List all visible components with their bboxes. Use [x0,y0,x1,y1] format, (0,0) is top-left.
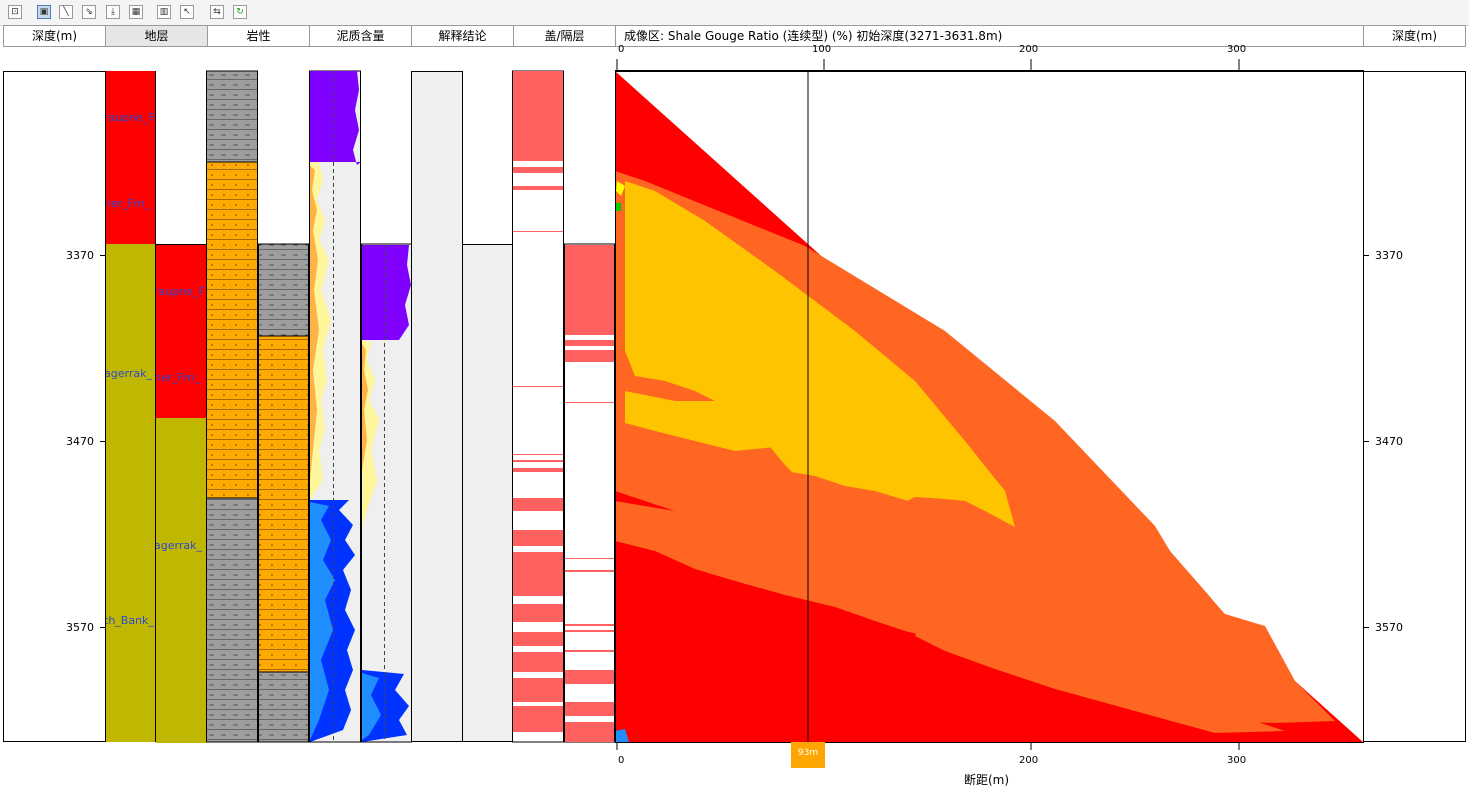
bottom-axis-label: 0 [618,755,625,766]
header-interpretation[interactable]: 解释结论 [411,25,514,47]
depth-tick [1363,255,1369,256]
header-lithology[interactable]: 岩性 [207,25,310,47]
refresh-icon[interactable]: ↻ [233,5,247,19]
depth-track-left [3,71,106,742]
draw-line-icon[interactable]: ╲ [59,5,73,19]
layout-icon[interactable]: ▣ [37,5,51,19]
header-cap-barrier[interactable]: 盖/隔层 [513,25,616,47]
swap-icon[interactable]: ⇆ [210,5,224,19]
pointer-tool-icon[interactable]: ↖ [180,5,194,19]
lithology-track [206,70,309,743]
image-bottom-axis: 0 200 300 断距(m) 93m [615,742,1364,792]
formation-zone[interactable]: raupne_F [106,71,155,162]
interpretation-track-a [411,71,463,742]
bottom-axis-label: 200 [1019,755,1039,766]
panel-icon[interactable]: ▥ [157,5,171,19]
shale-gouge-ratio-image[interactable] [615,71,1364,743]
interpretation-track-b [462,244,513,742]
depth-label-3570: 3570 [66,621,94,634]
formation-zone[interactable]: agerrak_ [106,244,155,498]
toolbar: ⊡ ▣ ╲ ⇘ ⤓ ▦ ▥ ↖ ⇆ ↻ [0,0,1469,26]
header-depth-right[interactable]: 深度(m) [1363,25,1466,47]
track-header: 深度(m) 地层 岩性 泥质含量 解释结论 盖/隔层 成像区: Shale Go… [0,25,1469,48]
header-image-title[interactable]: 成像区: Shale Gouge Ratio (连续型) (%) 初始深度(32… [615,25,1364,47]
header-depth-left[interactable]: 深度(m) [3,25,106,47]
import-icon[interactable]: ⤓ [106,5,120,19]
bottom-axis-title: 断距(m) [964,773,1010,787]
depth-track-right [1363,71,1466,742]
depth-label-3370: 3370 [1375,249,1403,262]
depth-label-3570: 3570 [1375,621,1403,634]
formation-zone[interactable]: her_Fm_ [106,161,155,245]
grid-icon[interactable]: ▦ [129,5,143,19]
depth-tick [100,255,106,256]
top-axis-label: 100 [812,44,832,55]
depth-label-3470: 3470 [66,435,94,448]
bottom-axis-label: 300 [1227,755,1247,766]
top-axis-label: 300 [1227,44,1247,55]
formation-track-a: raupne_F her_Fm_ agerrak_ th_Bank_ [105,71,156,742]
formation-zone[interactable]: her_Fm_ [156,334,206,419]
header-formation[interactable]: 地层 [105,25,208,47]
depth-label-3470: 3470 [1375,435,1403,448]
depth-tick [1363,627,1369,628]
depth-tick [100,441,106,442]
top-axis-label: 0 [618,44,625,55]
formation-track-b: raupne_F her_Fm_ agerrak_ [155,244,207,743]
depth-tick [100,627,106,628]
formation-zone[interactable]: raupne_F [156,245,206,335]
cap-barrier-track [512,70,615,743]
shale-content-track [309,70,412,743]
top-axis-label: 200 [1019,44,1039,55]
formation-zone[interactable] [156,671,206,743]
header-shale-content[interactable]: 泥质含量 [309,25,412,47]
image-top-axis: 0 100 200 300 [615,44,1364,71]
cursor-value-badge[interactable]: 93m [791,742,825,768]
depth-label-3370: 3370 [66,249,94,262]
formation-zone[interactable]: th_Bank_ [106,497,155,742]
depth-tick [1363,441,1369,442]
erase-line-icon[interactable]: ⇘ [82,5,96,19]
formation-zone[interactable]: agerrak_ [156,418,206,672]
zoom-fit-icon[interactable]: ⊡ [8,5,22,19]
